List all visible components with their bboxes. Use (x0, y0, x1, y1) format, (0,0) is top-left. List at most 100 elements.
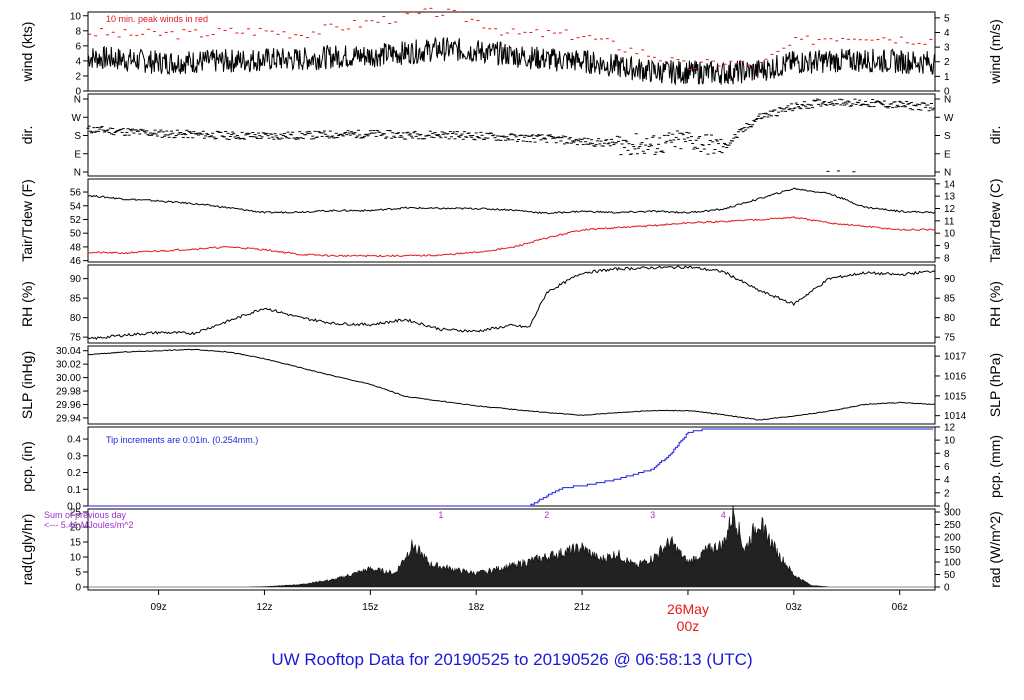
right-tick-label: 1016 (944, 371, 967, 382)
left-tick-label: S (74, 131, 81, 142)
right-tick-label: N (944, 95, 951, 106)
radiation-area (88, 505, 935, 588)
right-tick-label: 3 (944, 43, 950, 54)
panel-wind: 0 2 4 6 8 10 0 1 2 3 4 5 wind (kts) wind (m/s) 10 min.… (19, 7, 1003, 98)
right-tick-label: 13 (944, 192, 956, 203)
left-tick-label: 8 (75, 26, 81, 37)
hour-mark: 3 (650, 510, 655, 520)
peak-wind-note: 10 min. peak winds in red (106, 14, 208, 24)
right-tick-label: 4 (944, 475, 950, 486)
left-tick-label: N (74, 95, 81, 106)
right-tick-label: 100 (944, 558, 961, 569)
right-axis-label: Tair/Tdew (C) (987, 178, 1003, 262)
time-tick-label: 12z (256, 602, 272, 613)
right-tick-label: 50 (944, 570, 956, 581)
left-tick-label: 46 (70, 256, 82, 267)
hour-mark: 2 (544, 510, 549, 520)
right-axis-label: wind (m/s) (987, 19, 1003, 85)
left-tick-label: 0.4 (67, 435, 81, 446)
right-tick-label: 9 (944, 241, 950, 252)
left-tick-label: 48 (70, 242, 82, 253)
right-axis-label: SLP (hPa) (987, 353, 1003, 417)
right-tick-label: 0 (944, 502, 950, 513)
right-tick-label: 1 (944, 72, 950, 83)
time-tick-label: 18z (468, 602, 484, 613)
panel-pcp: 0.0 0.1 0.2 0.3 0.4 0 2 4 6 8 10 12 pcp. (in) pcp. (m… (19, 422, 1003, 512)
time-tick-label: 15z (362, 602, 378, 613)
right-tick-label: W (944, 113, 954, 124)
hour-mark: 4 (721, 510, 726, 520)
left-tick-label: 0.2 (67, 468, 81, 479)
panel-rh: 75 80 85 90 75 80 85 90 RH (%) RH (%) (19, 264, 1003, 344)
right-axis-label: RH (%) (987, 281, 1003, 327)
right-tick-label: 75 (944, 333, 956, 344)
time-tick-label: 03z (786, 602, 802, 613)
left-tick-label: 30.00 (56, 373, 81, 384)
left-axis-label: rad(Lgly/hr) (19, 514, 35, 586)
right-tick-label: N (944, 168, 951, 179)
left-tick-label: 25 (70, 508, 82, 519)
left-tick-label: 54 (70, 201, 82, 212)
right-tick-label: 4 (944, 28, 950, 39)
left-tick-label: 0.3 (67, 451, 81, 462)
right-tick-label: 2 (944, 488, 950, 499)
slp-line (87, 348, 935, 421)
left-tick-label: 52 (70, 215, 82, 226)
left-tick-label: N (74, 168, 81, 179)
chart-title: UW Rooftop Data for 20190525 to 20190526… (271, 650, 753, 669)
right-tick-label: 6 (944, 462, 950, 473)
left-tick-label: 56 (70, 188, 82, 199)
right-tick-label: 80 (944, 313, 956, 324)
left-axis-label: Tair/Tdew (F) (19, 179, 35, 261)
right-tick-label: 250 (944, 520, 961, 531)
dewpoint-line (87, 216, 936, 258)
right-tick-label: 150 (944, 545, 961, 556)
panel-frame (87, 345, 936, 425)
left-tick-label: 30.04 (56, 346, 81, 357)
time-tick-label: 09z (151, 602, 167, 613)
right-tick-label: 5 (944, 13, 950, 24)
left-tick-label: 90 (70, 274, 82, 285)
left-tick-label: W (72, 113, 82, 124)
right-tick-label: 14 (944, 179, 956, 190)
right-axis-label: rad (W/m^2) (987, 511, 1003, 588)
right-tick-label: 90 (944, 274, 956, 285)
hour-mark: 1 (438, 510, 443, 520)
left-axis-label: pcp. (in) (19, 441, 35, 492)
right-tick-label: 0 (944, 583, 950, 594)
left-tick-label: 29.94 (56, 413, 81, 424)
right-tick-label: 200 (944, 533, 961, 544)
time-tick-label: 21z (574, 602, 590, 613)
date-hour-label: 00z (677, 618, 700, 634)
time-tick-label: 06z (892, 602, 908, 613)
left-tick-label: 6 (75, 41, 81, 52)
panel-frame (87, 11, 936, 92)
right-tick-label: 1017 (944, 352, 967, 363)
radiation-sum-note: <--- 5.41 MJoules/m^2 (44, 520, 134, 530)
wind-speed-line (87, 36, 936, 86)
left-tick-label: 2 (75, 71, 81, 82)
left-tick-label: 29.98 (56, 387, 81, 398)
air-temp-line (87, 187, 936, 215)
panel-slp: 29.94 29.96 29.98 30.00 30.02 30.04 1014 1015 10… (19, 345, 1003, 425)
left-tick-label: 29.96 (56, 400, 81, 411)
right-tick-label: 1015 (944, 391, 967, 402)
date-label: 26May (667, 601, 709, 617)
left-tick-label: 0.0 (67, 502, 81, 513)
right-tick-label: 10 (944, 436, 956, 447)
right-tick-label: 11 (944, 216, 955, 227)
right-axis-label: dir. (987, 126, 1003, 145)
left-tick-label: 0 (75, 87, 81, 98)
left-tick-label: 15 (70, 538, 82, 549)
left-tick-label: 30.02 (56, 360, 81, 371)
left-tick-label: 80 (70, 313, 82, 324)
left-tick-label: 10 (70, 553, 82, 564)
left-tick-label: 0.1 (67, 485, 81, 496)
right-tick-label: 8 (944, 449, 950, 460)
right-tick-label: 300 (944, 508, 961, 519)
left-tick-label: 0 (75, 583, 81, 594)
left-axis-label: RH (%) (19, 281, 35, 327)
left-tick-label: 50 (70, 229, 82, 240)
